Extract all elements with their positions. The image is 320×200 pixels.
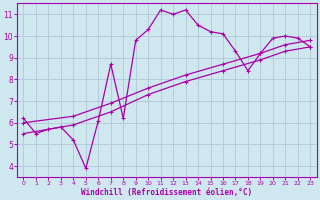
X-axis label: Windchill (Refroidissement éolien,°C): Windchill (Refroidissement éolien,°C) (81, 188, 252, 197)
